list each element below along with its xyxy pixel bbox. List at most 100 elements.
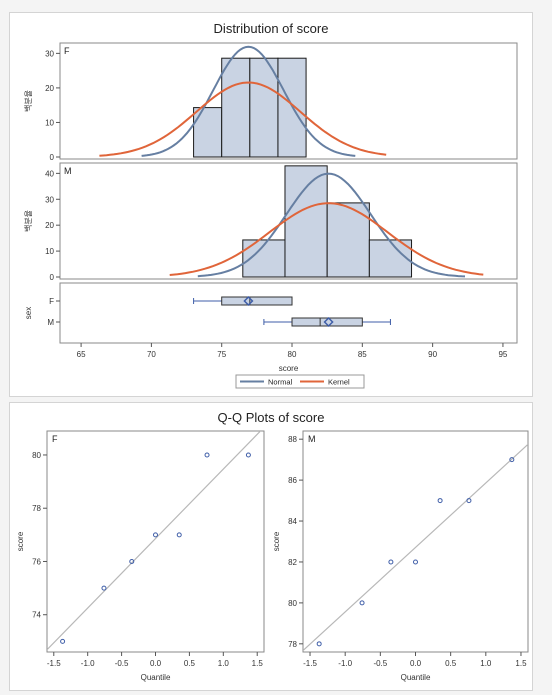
- data-point: [176, 532, 182, 538]
- panel-label: F: [52, 434, 58, 444]
- x-tick-label: 1.0: [218, 659, 230, 668]
- histogram-panel-f: F 0 10 20 30 백분율: [23, 42, 518, 162]
- distribution-panel: Distribution of score F 0 10 20 30 백분율 M 0 10 20 30…: [9, 12, 533, 397]
- x-tick-label: 0.5: [184, 659, 196, 668]
- mean-marker: [323, 316, 334, 328]
- histogram-bar: [284, 165, 328, 278]
- x-tick-label: 1.5: [515, 659, 527, 668]
- x-tick-label: 65: [77, 350, 86, 359]
- data-point: [204, 452, 210, 458]
- x-axis-label: Quantile: [401, 673, 431, 682]
- data-point: [316, 641, 322, 647]
- chart-title: Q-Q Plots of score: [218, 410, 325, 425]
- y-tick-label: 0: [50, 273, 55, 282]
- mean-marker: [243, 295, 254, 307]
- y-tick-label: 86: [288, 476, 297, 485]
- panel-label: M: [64, 166, 72, 176]
- x-tick-label: 75: [217, 350, 226, 359]
- category-label: M: [47, 318, 54, 327]
- boxplot-m: M: [47, 316, 391, 328]
- histogram-bar: [193, 107, 223, 158]
- data-point: [153, 532, 158, 538]
- x-tick-label: 1.5: [252, 659, 264, 668]
- normal-curve: [197, 172, 466, 278]
- data-point: [101, 585, 107, 591]
- plot-frame: [59, 162, 518, 280]
- boxplot-panel: sex F M: [24, 282, 518, 344]
- data-point: [466, 498, 472, 504]
- y-tick-label: 78: [288, 640, 297, 649]
- y-tick-label: 10: [45, 118, 54, 127]
- histogram-bar: [249, 57, 279, 158]
- category-label: F: [49, 297, 54, 306]
- y-axis-label: score: [16, 531, 25, 551]
- qq-plot-panel: Q-Q Plots of score F -1.5 -1.0 -0.5 0.0 0.5 1.0…: [9, 402, 533, 691]
- x-tick-label: -0.5: [373, 659, 387, 668]
- qq-plot-chart: Q-Q Plots of score F -1.5 -1.0 -0.5 0.0 0.5 1.0…: [16, 410, 529, 682]
- reference-line: [303, 443, 528, 652]
- boxplot-f: F: [49, 295, 293, 307]
- data-point: [60, 638, 66, 644]
- qq-panel-f: F -1.5 -1.0 -0.5 0.0 0.5 1.0 1.5 74 76 78 80 Quantil…: [16, 430, 265, 682]
- plot-frame: [59, 42, 518, 160]
- box: [221, 296, 293, 306]
- y-tick-label: 20: [45, 84, 54, 93]
- x-tick-label: 85: [358, 350, 367, 359]
- x-axis: 65 70 75 80 85 90 95 score: [77, 343, 508, 373]
- panel-label: F: [64, 46, 70, 56]
- x-tick-label: -1.0: [338, 659, 352, 668]
- x-tick-label: 70: [147, 350, 156, 359]
- y-tick-label: 80: [288, 599, 297, 608]
- y-tick-label: 78: [32, 504, 41, 513]
- data-point: [388, 559, 394, 565]
- kernel-curve: [169, 202, 484, 276]
- x-tick-label: -0.5: [115, 659, 129, 668]
- normal-curve: [141, 45, 356, 157]
- plot-frame: [59, 282, 518, 344]
- x-tick-label: 80: [288, 350, 297, 359]
- y-axis-label: 백분율: [23, 90, 33, 112]
- data-point: [129, 558, 135, 564]
- qq-panel-m: M -1.5 -1.0 -0.5 0.0 0.5 1.0 1.5 78 80 82 84 86 88 Qua…: [272, 430, 529, 682]
- data-point: [359, 600, 365, 606]
- x-axis-label: score: [279, 364, 299, 373]
- panel-label: M: [308, 434, 316, 444]
- legend: Normal Kernel: [235, 374, 365, 389]
- legend-label: Normal: [268, 378, 293, 387]
- x-tick-label: 0.5: [445, 659, 457, 668]
- chart-title: Distribution of score: [214, 21, 329, 36]
- data-point: [509, 457, 515, 463]
- y-tick-label: 40: [45, 169, 54, 178]
- reference-line: [47, 431, 262, 651]
- x-tick-label: 1.0: [480, 659, 492, 668]
- y-axis-label: 백분율: [23, 210, 33, 232]
- histogram-panel-m: M 0 10 20 30 40 백분율: [23, 162, 518, 282]
- plot-frame: [46, 430, 265, 653]
- y-tick-label: 30: [45, 195, 54, 204]
- data-point: [413, 559, 418, 565]
- data-point: [437, 498, 443, 504]
- y-axis-label: score: [272, 531, 281, 551]
- y-tick-label: 84: [288, 517, 297, 526]
- histogram-bar: [221, 57, 251, 158]
- distribution-chart: Distribution of scoreF0102030백분율M0102030…: [23, 21, 518, 389]
- box: [291, 317, 363, 327]
- x-axis-label: Quantile: [141, 673, 171, 682]
- y-tick-label: 80: [32, 451, 41, 460]
- y-tick-label: 30: [45, 49, 54, 58]
- x-tick-label: 0.0: [150, 659, 162, 668]
- y-tick-label: 20: [45, 221, 54, 230]
- x-tick-label: -1.5: [303, 659, 317, 668]
- data-point: [245, 452, 251, 458]
- x-tick-label: 95: [498, 350, 507, 359]
- y-tick-label: 76: [32, 557, 41, 566]
- y-tick-label: 10: [45, 247, 54, 256]
- x-tick-label: 0.0: [410, 659, 422, 668]
- x-tick-label: -1.5: [47, 659, 61, 668]
- y-axis-label: sex: [24, 307, 33, 319]
- y-tick-label: 88: [288, 435, 297, 444]
- y-tick-label: 0: [50, 153, 55, 162]
- histogram-bar: [368, 239, 413, 278]
- y-tick-label: 74: [32, 611, 41, 620]
- legend-label: Kernel: [328, 378, 350, 387]
